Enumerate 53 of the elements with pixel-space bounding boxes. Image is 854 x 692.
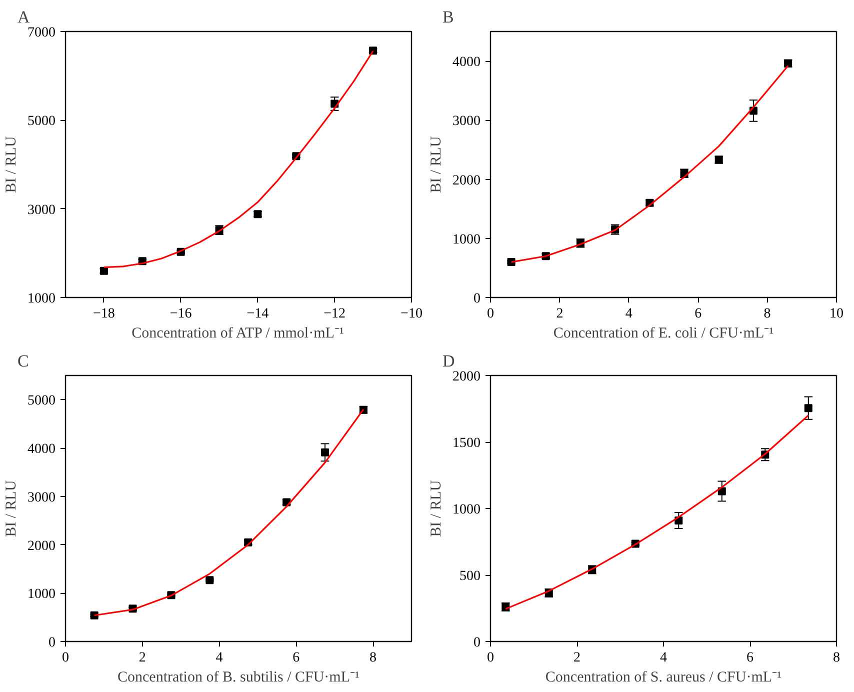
y-tick-label: 5000 xyxy=(28,394,56,409)
x-axis-title: Concentration of ATP / mmol·mL⁻¹ xyxy=(132,326,344,342)
x-tick-label: 0 xyxy=(62,650,69,666)
y-tick-label: 5000 xyxy=(28,114,56,130)
x-tick-label: 6 xyxy=(746,650,754,666)
y-tick-label: 500 xyxy=(460,569,480,584)
y-axis-title: BI / RLU xyxy=(428,480,444,537)
y-tick-label: 1000 xyxy=(452,232,480,248)
x-tick-label: 6 xyxy=(292,650,300,666)
chart-title: A xyxy=(18,8,30,26)
x-axis-title: Concentration of S. aureus / CFU·mL⁻¹ xyxy=(545,670,782,686)
x-tick-label: 8 xyxy=(833,650,840,666)
x-tick-label: 2 xyxy=(574,650,580,666)
x-tick-label: −10 xyxy=(400,306,422,322)
x-tick-label: 10 xyxy=(830,306,844,322)
x-tick-label: 2 xyxy=(138,650,146,666)
x-tick-label: 0 xyxy=(487,306,494,322)
y-tick-label: 7000 xyxy=(28,26,56,40)
y-tick-label: 1000 xyxy=(28,292,56,306)
y-tick-label: 3000 xyxy=(28,490,56,506)
y-axis-title: BI / RLU xyxy=(4,480,20,537)
y-tick-label: 0 xyxy=(48,636,56,650)
chart-title: B xyxy=(442,8,454,26)
x-tick-label: −18 xyxy=(92,306,115,322)
x-tick-label: 0 xyxy=(487,650,494,666)
x-tick-label: 6 xyxy=(694,306,702,322)
y-tick-label: 3000 xyxy=(28,202,56,218)
y-axis-title: BI / RLU xyxy=(428,136,444,193)
y-tick-label: 2000 xyxy=(452,370,480,384)
y-tick-label: 1500 xyxy=(452,436,480,451)
chart-title: C xyxy=(18,352,29,370)
y-tick-label: 4000 xyxy=(28,442,56,458)
x-axis-title: Concentration of E. coli / CFU·mL⁻¹ xyxy=(553,326,774,342)
y-tick-label: 1000 xyxy=(28,587,56,602)
y-tick-label: 3000 xyxy=(452,114,480,130)
y-tick-label: 4000 xyxy=(452,55,480,70)
x-tick-label: 2 xyxy=(556,306,564,322)
x-tick-label: −14 xyxy=(246,306,269,322)
x-tick-label: 8 xyxy=(764,306,771,322)
x-tick-label: −16 xyxy=(170,306,192,322)
y-axis-title: BI / RLU xyxy=(4,136,20,193)
x-tick-label: 8 xyxy=(370,650,377,666)
x-tick-label: 4 xyxy=(216,650,223,666)
y-tick-label: 1000 xyxy=(452,502,480,518)
y-tick-label: 2000 xyxy=(28,538,56,554)
x-tick-label: −12 xyxy=(324,306,346,322)
y-tick-label: 2000 xyxy=(452,173,480,188)
chart-title: D xyxy=(442,352,455,370)
x-axis-title: Concentration of B. subtilis / CFU·mL⁻¹ xyxy=(118,670,360,686)
x-tick-label: 4 xyxy=(660,650,667,666)
y-tick-label: 0 xyxy=(474,292,480,306)
y-tick-label: 0 xyxy=(474,636,480,650)
x-tick-label: 4 xyxy=(625,306,632,322)
